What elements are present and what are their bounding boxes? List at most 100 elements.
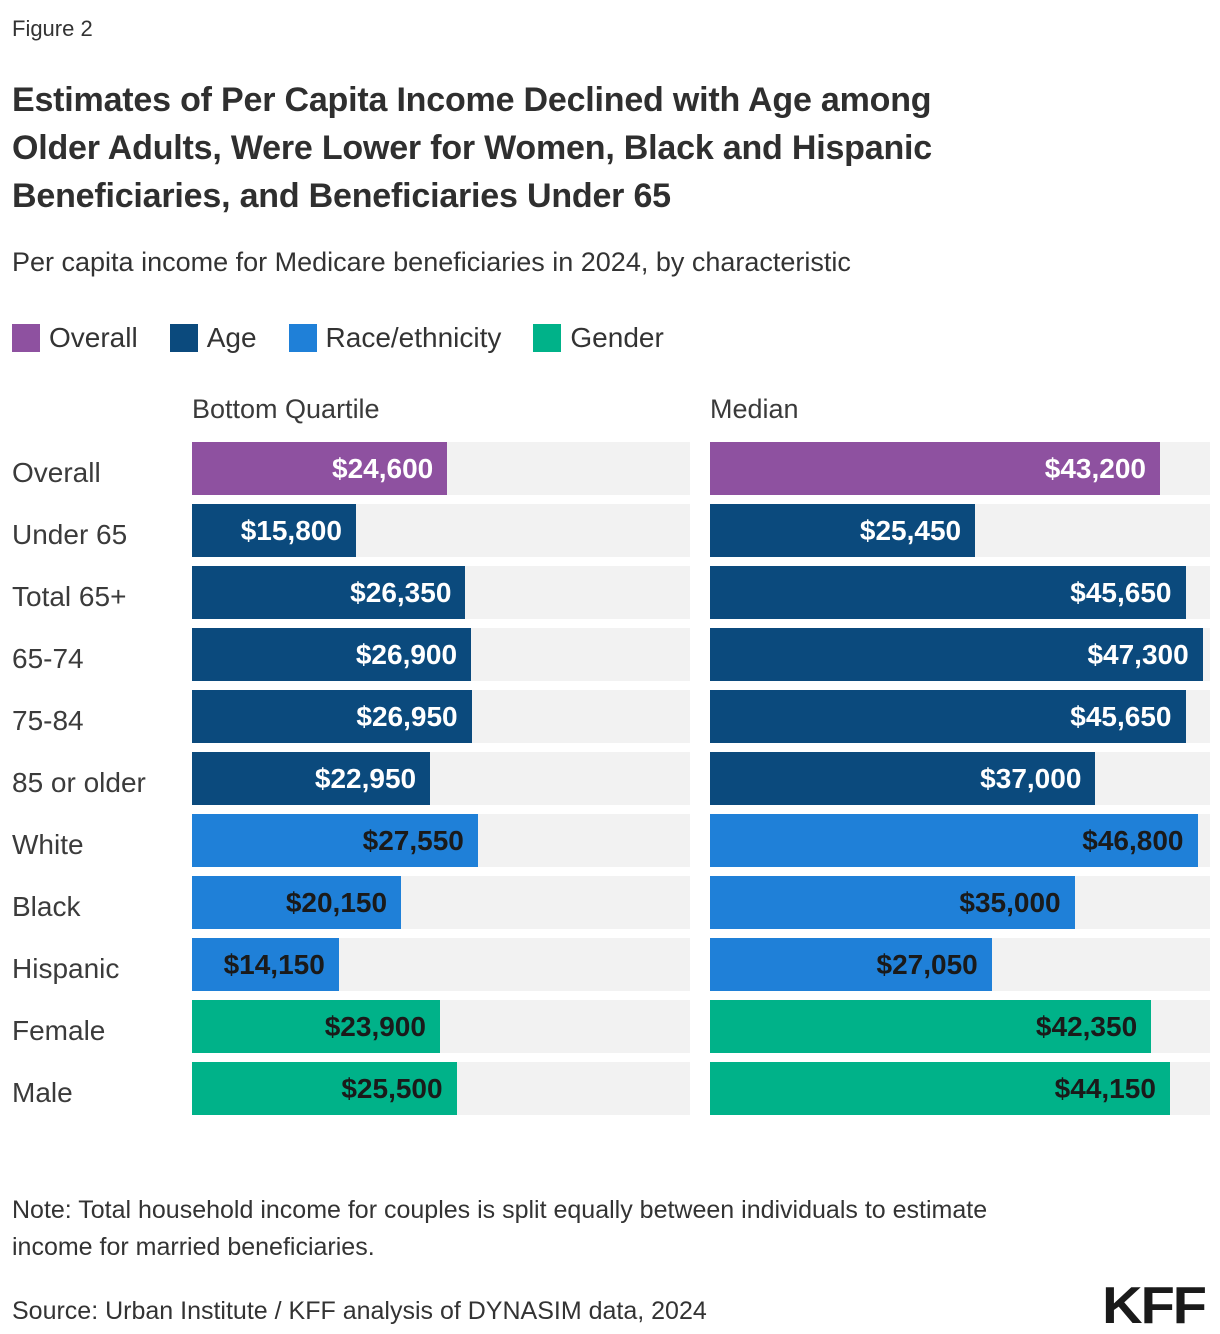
legend-swatch-race-ethnicity (288, 324, 317, 352)
bar-value-label: $43,200 (1044, 452, 1146, 484)
chart-row-white: White $27,550 $46,800 (12, 814, 1220, 876)
row-label-under-65: Under 65 (12, 519, 128, 550)
bar-median-hispanic: $27,050 (710, 938, 992, 991)
legend-label: Age (206, 322, 257, 353)
row-label-85-or-older: 85 or older (12, 767, 146, 798)
bar-median-black: $35,000 (710, 876, 1075, 929)
bar-track-bottom-quartile-white: $27,550 (192, 814, 690, 867)
bar-value-label: $47,300 (1087, 638, 1189, 670)
bar-track-bottom-quartile-65-74: $26,900 (192, 628, 690, 681)
bar-median-female: $42,350 (710, 1000, 1152, 1053)
chart-rows: Overall $24,600 $43,200 Under 65 $15,800 $25,… (12, 442, 1220, 1124)
bar-median-total-65: $45,650 (710, 566, 1186, 619)
legend-label: Race/ethnicity (325, 322, 502, 353)
column-header-median: Median (710, 394, 799, 424)
bar-track-median-female: $42,350 (710, 1000, 1210, 1053)
row-label-female: Female (12, 1015, 106, 1046)
bar-track-median-under-65: $25,450 (710, 504, 1210, 557)
bar-track-bottom-quartile-85-or-older: $22,950 (192, 752, 690, 805)
bar-bottom-quartile-under-65: $15,800 (192, 504, 356, 557)
kff-logo: KFF (1102, 1276, 1207, 1334)
bar-value-label: $35,000 (959, 886, 1061, 918)
bar-bottom-quartile-overall: $24,600 (192, 442, 448, 495)
bar-value-label: $44,150 (1054, 1072, 1156, 1104)
legend-swatch-overall (12, 324, 40, 352)
bar-median-under-65: $25,450 (710, 504, 976, 557)
bar-bottom-quartile-75-84: $26,950 (192, 690, 472, 743)
legend-label: Gender (570, 322, 664, 353)
chart: Bottom Quartile Median Overall $24,600 $43… (12, 394, 1220, 1124)
chart-row-under-65: Under 65 $15,800 $25,450 (12, 504, 1220, 566)
bar-value-label: $22,950 (314, 762, 417, 794)
bar-track-median-65-74: $47,300 (710, 628, 1210, 681)
bar-bottom-quartile-65-74: $26,900 (192, 628, 472, 681)
bar-value-label: $42,350 (1035, 1010, 1138, 1042)
row-label-hispanic: Hispanic (12, 953, 120, 984)
row-label-white: White (12, 829, 84, 860)
bar-value-label: $46,800 (1082, 824, 1184, 856)
bar-median-white: $46,800 (710, 814, 1198, 867)
bar-track-median-white: $46,800 (710, 814, 1210, 867)
bar-track-bottom-quartile-overall: $24,600 (192, 442, 690, 495)
bar-track-median-total-65: $45,650 (710, 566, 1210, 619)
row-label-black: Black (12, 891, 81, 922)
bar-value-label: $23,900 (324, 1010, 426, 1042)
bar-track-bottom-quartile-under-65: $15,800 (192, 504, 690, 557)
column-headers: Bottom Quartile Median (12, 394, 1220, 442)
bar-track-median-black: $35,000 (710, 876, 1210, 929)
bar-value-label: $20,150 (285, 886, 388, 918)
bar-track-median-85-or-older: $37,000 (710, 752, 1210, 805)
bar-track-median-hispanic: $27,050 (710, 938, 1210, 991)
bar-value-label: $25,500 (341, 1072, 443, 1104)
chart-row-65-74: 65-74 $26,900 $47,300 (12, 628, 1220, 690)
bar-track-bottom-quartile-hispanic: $14,150 (192, 938, 690, 991)
bar-value-label: $26,900 (355, 638, 458, 670)
note-text: Note: Total household income for couples… (12, 1196, 988, 1261)
bar-median-overall: $43,200 (710, 442, 1160, 495)
bar-bottom-quartile-hispanic: $14,150 (192, 938, 339, 991)
bar-value-label: $37,000 (980, 762, 1082, 794)
bar-track-median-overall: $43,200 (710, 442, 1210, 495)
row-label-total-65: Total 65+ (12, 581, 127, 612)
bar-bottom-quartile-black: $20,150 (192, 876, 402, 929)
legend-item-age: Age (169, 322, 257, 354)
page-title: Estimates of Per Capita Income Declined … (12, 81, 932, 215)
bar-value-label: $27,050 (876, 948, 978, 980)
bar-value-label: $14,150 (223, 948, 325, 980)
bar-bottom-quartile-female: $23,900 (192, 1000, 440, 1053)
bar-median-male: $44,150 (710, 1062, 1170, 1115)
bar-value-label: $15,800 (240, 514, 342, 546)
chart-row-hispanic: Hispanic $14,150 $27,050 (12, 938, 1220, 1000)
bar-median-65-74: $47,300 (710, 628, 1203, 681)
bar-value-label: $25,450 (859, 514, 962, 546)
legend-label: Overall (49, 322, 138, 353)
bar-bottom-quartile-white: $27,550 (192, 814, 478, 867)
row-label-65-74: 65-74 (12, 643, 84, 674)
chart-row-male: Male $25,500 $44,150 (12, 1062, 1220, 1124)
bar-track-bottom-quartile-black: $20,150 (192, 876, 690, 929)
chart-row-black: Black $20,150 $35,000 (12, 876, 1220, 938)
chart-row-total-65: Total 65+ $26,350 $45,650 (12, 566, 1220, 628)
row-label-75-84: 75-84 (12, 705, 84, 736)
bar-bottom-quartile-total-65: $26,350 (192, 566, 466, 619)
legend: Overall Age Race/ethnicity Gender (12, 322, 1220, 354)
legend-swatch-age (169, 324, 198, 352)
legend-swatch-gender (533, 324, 562, 352)
chart-subtitle: Per capita income for Medicare beneficia… (12, 247, 851, 277)
bar-value-label: $27,550 (362, 824, 464, 856)
bar-track-median-male: $44,150 (710, 1062, 1210, 1115)
legend-item-gender: Gender (533, 322, 664, 354)
figure-label: Figure 2 (12, 16, 93, 41)
bar-value-label: $24,600 (332, 452, 434, 484)
chart-row-overall: Overall $24,600 $43,200 (12, 442, 1220, 504)
chart-row-female: Female $23,900 $42,350 (12, 1000, 1220, 1062)
bar-track-bottom-quartile-75-84: $26,950 (192, 690, 690, 743)
bar-bottom-quartile-85-or-older: $22,950 (192, 752, 431, 805)
bar-track-bottom-quartile-male: $25,500 (192, 1062, 690, 1115)
legend-item-race-ethnicity: Race/ethnicity (288, 322, 502, 354)
row-label-overall: Overall (12, 457, 101, 488)
chart-row-85-or-older: 85 or older $22,950 $37,000 (12, 752, 1220, 814)
bar-bottom-quartile-male: $25,500 (192, 1062, 457, 1115)
bar-track-median-75-84: $45,650 (710, 690, 1210, 743)
bar-value-label: $45,650 (1070, 576, 1172, 608)
